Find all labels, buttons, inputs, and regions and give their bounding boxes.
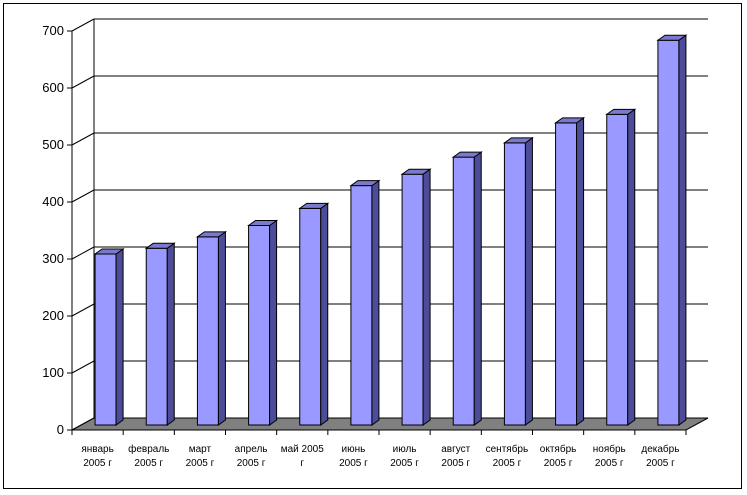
x-category-label: 2005 г xyxy=(237,458,266,469)
x-category-label: февраль xyxy=(128,443,169,455)
bar-side xyxy=(269,219,278,426)
x-category-label: октябрь xyxy=(540,443,577,455)
bar-side xyxy=(115,248,124,426)
bar xyxy=(349,179,381,426)
bar-side xyxy=(217,230,226,426)
bar xyxy=(195,230,227,426)
bar-front xyxy=(555,122,578,426)
bar-top xyxy=(605,108,637,115)
bar-top xyxy=(451,151,483,158)
bar-top xyxy=(247,220,279,226)
bar xyxy=(144,242,176,426)
bar-front xyxy=(401,173,424,426)
x-category-label: 2005 г xyxy=(339,458,368,469)
y-tick-label: 200 xyxy=(42,308,64,323)
bar-front xyxy=(299,207,322,426)
x-category-label: июнь xyxy=(342,444,366,455)
x-category-label: 2005 г xyxy=(595,458,624,469)
x-category-label: 2005 г xyxy=(493,458,522,469)
bar-top xyxy=(93,248,125,255)
x-category-label: август xyxy=(441,444,470,455)
x-category-label: 2005 г xyxy=(544,458,573,469)
x-category-label: 2005 г xyxy=(441,458,470,469)
bar-front xyxy=(606,113,629,426)
bar-side xyxy=(371,179,380,426)
bar-side xyxy=(678,34,687,426)
gridline-depth xyxy=(71,303,95,317)
x-category-label: г xyxy=(300,458,304,469)
x-category-label: 2005 г xyxy=(186,458,215,469)
bar-front xyxy=(196,236,219,426)
bar xyxy=(502,136,534,426)
x-category-label: сентябрь xyxy=(486,443,529,455)
bar xyxy=(93,248,125,426)
bar xyxy=(400,168,432,426)
bar xyxy=(656,34,688,426)
x-category-label: 2005 г xyxy=(390,458,419,469)
bar-top xyxy=(195,231,227,238)
x-category-label: июль xyxy=(393,444,417,455)
bar-top xyxy=(656,34,688,41)
gridline-depth xyxy=(71,132,95,146)
gridline-depth xyxy=(71,246,95,260)
bar-side xyxy=(576,116,585,426)
gridline-depth xyxy=(71,18,95,32)
bar-front xyxy=(350,185,373,426)
y-tick-label: 400 xyxy=(42,194,64,209)
bar xyxy=(451,151,483,426)
bar xyxy=(554,116,586,426)
bar-side xyxy=(166,242,175,426)
x-category-label: апрель xyxy=(235,444,268,455)
bar-top xyxy=(144,242,176,249)
x-category-label: 2005 г xyxy=(646,458,675,469)
bar-front xyxy=(145,247,168,426)
bar-top xyxy=(349,180,381,187)
y-tick-label: 700 xyxy=(42,23,64,38)
bar-front xyxy=(248,225,271,426)
x-category-label: январь xyxy=(81,444,113,455)
x-category-label: 2005 г xyxy=(134,458,163,469)
x-category-label: март xyxy=(189,444,212,455)
y-tick-label: 500 xyxy=(42,137,64,152)
x-category-label: май 2005 xyxy=(281,444,324,455)
bar-top xyxy=(400,168,432,175)
gridline-depth xyxy=(71,75,95,89)
bar-side xyxy=(422,168,431,426)
bar-front xyxy=(94,253,117,426)
bar-front xyxy=(657,39,680,426)
y-tick-label: 300 xyxy=(42,251,64,266)
bar-side xyxy=(524,136,533,426)
y-tick-label: 100 xyxy=(42,365,64,380)
gridline-depth xyxy=(71,360,95,374)
bar xyxy=(298,202,330,426)
back-wall xyxy=(94,19,708,418)
y-tick-label: 0 xyxy=(57,422,64,437)
bar xyxy=(605,108,637,426)
bar-top xyxy=(298,202,330,209)
bar-side xyxy=(627,108,636,426)
y-tick-label: 600 xyxy=(42,80,64,95)
gridline-depth xyxy=(71,189,95,203)
bar-top xyxy=(502,137,534,144)
bar xyxy=(247,219,279,426)
bar-side xyxy=(320,202,329,426)
bar-top xyxy=(554,117,586,124)
bar-side xyxy=(473,151,482,426)
bar-front xyxy=(503,142,526,426)
x-category-label: 2005 г xyxy=(83,458,112,469)
x-category-label: декабрь xyxy=(641,443,679,455)
x-category-label: ноябрь xyxy=(593,443,626,455)
bar-front xyxy=(452,156,475,426)
